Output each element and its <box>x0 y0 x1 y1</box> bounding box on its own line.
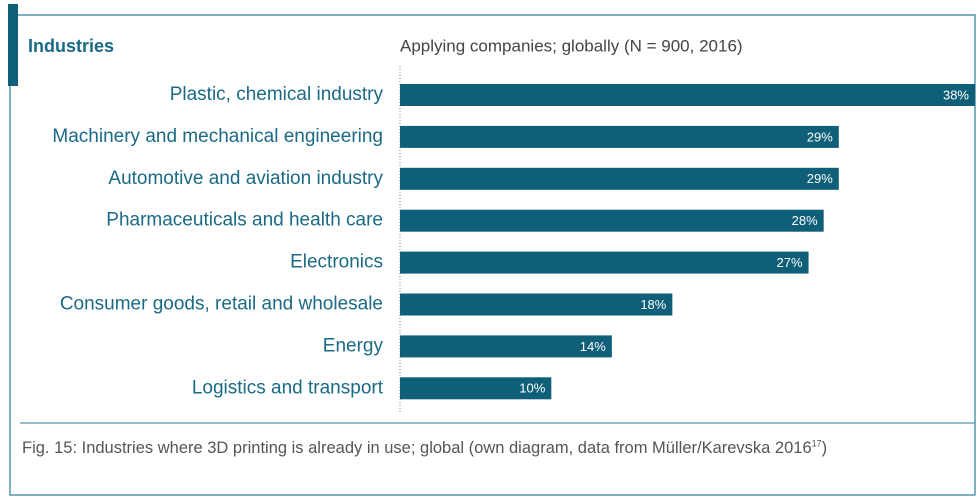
category-label: Logistics and transport <box>192 377 384 398</box>
bar <box>400 335 612 358</box>
chart-subtitle: Applying companies; globally (N = 900, 2… <box>400 36 743 55</box>
bar <box>400 209 824 232</box>
category-label: Consumer goods, retail and wholesale <box>60 294 383 315</box>
value-label: 29% <box>807 171 833 186</box>
value-label: 27% <box>777 255 803 270</box>
category-label: Electronics <box>290 252 383 273</box>
bar <box>400 377 552 400</box>
value-label: 18% <box>640 297 666 312</box>
value-label: 10% <box>519 381 545 396</box>
value-label: 28% <box>792 213 818 228</box>
accent-bar <box>8 4 18 86</box>
chart-title: Industries <box>28 36 114 56</box>
value-label: 14% <box>580 339 606 354</box>
value-label: 29% <box>807 129 833 144</box>
category-label: Energy <box>323 335 384 356</box>
frame <box>9 14 976 496</box>
category-label: Machinery and mechanical engineering <box>52 126 383 147</box>
bar <box>400 293 673 316</box>
bar <box>400 167 839 190</box>
category-label: Pharmaceuticals and health care <box>106 210 383 231</box>
caption-end: ) <box>821 439 828 457</box>
bar <box>400 125 839 148</box>
value-label: 38% <box>943 87 969 102</box>
caption-text: Fig. 15: Industries where 3D printing is… <box>22 439 812 457</box>
caption-ref: 17 <box>811 438 822 449</box>
bar <box>400 251 809 274</box>
category-label: Plastic, chemical industry <box>170 84 384 105</box>
bar <box>400 84 975 106</box>
caption: Fig. 15: Industries where 3D printing is… <box>22 436 917 460</box>
category-label: Automotive and aviation industry <box>108 168 383 189</box>
